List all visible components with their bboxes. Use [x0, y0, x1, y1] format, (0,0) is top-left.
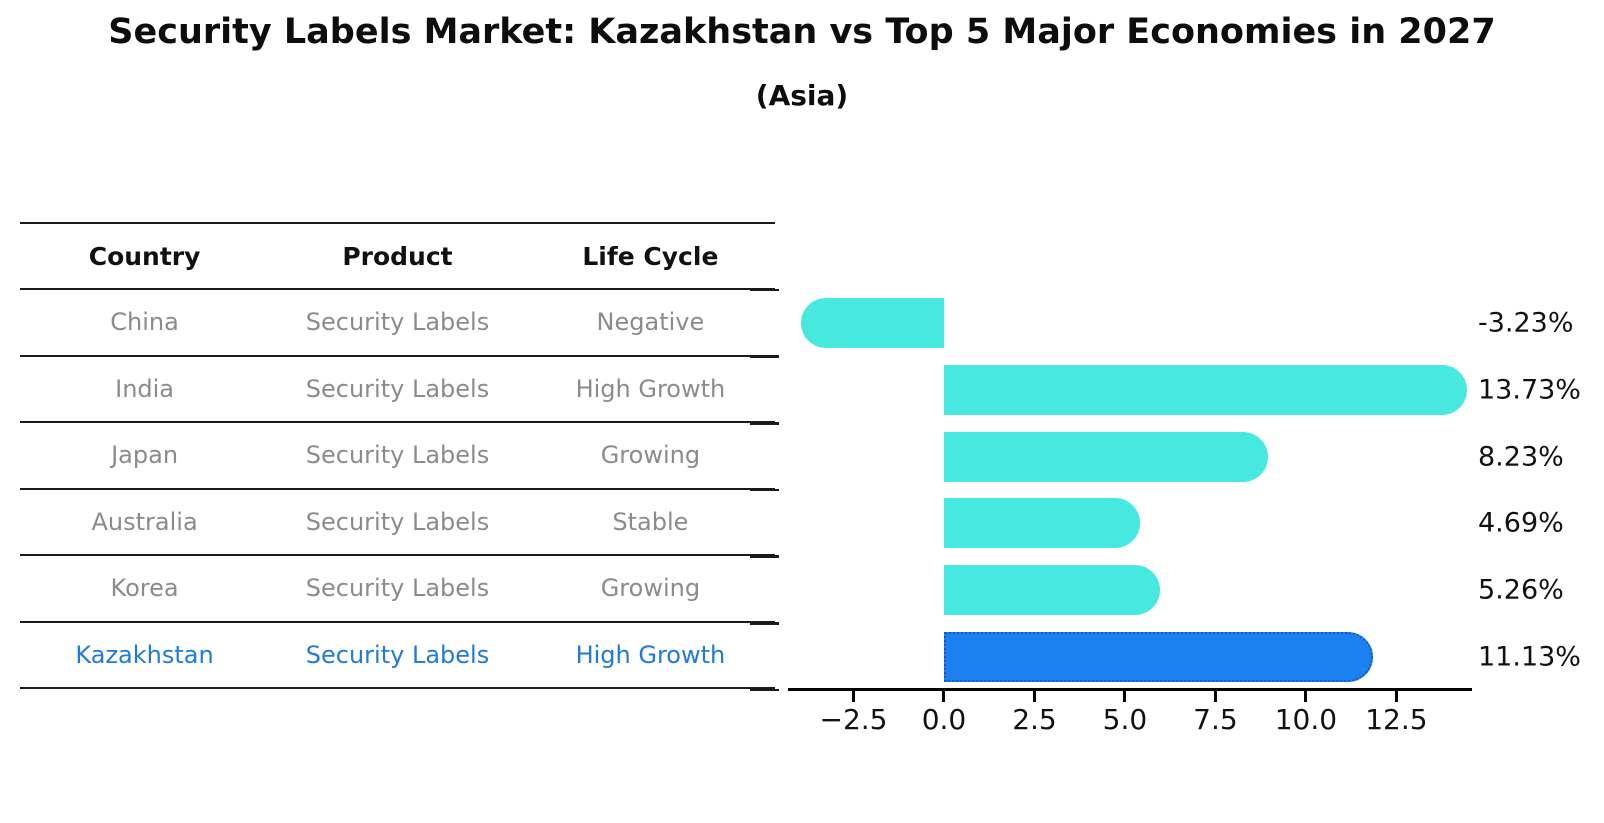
table-cell-product: Security Labels	[305, 308, 490, 337]
value-label-australia: 4.69%	[1478, 507, 1564, 539]
table-cell-life-cycle: Growing	[600, 574, 701, 603]
table-row-korea: Korea Security Labels Growing	[20, 556, 775, 623]
bar-kazakhstan	[943, 631, 1373, 682]
x-tick-mark	[1032, 691, 1036, 702]
country-table: Country Product Life Cycle China Security…	[20, 222, 775, 689]
x-axis-line	[788, 688, 1472, 691]
bar-korea	[943, 565, 1161, 615]
table-header-row: Country Product Life Cycle	[20, 224, 775, 290]
y-tick-mark	[750, 288, 779, 292]
table-body: China Security Labels Negative India Securit…	[20, 290, 775, 689]
column-header-product: Product	[342, 241, 453, 271]
y-tick-mark	[750, 422, 779, 425]
value-label-japan: 8.23%	[1478, 441, 1564, 473]
table-cell-country: Australia	[91, 507, 198, 536]
table-cell-product: Security Labels	[305, 507, 490, 536]
y-tick-mark	[750, 688, 779, 692]
table-row-india: India Security Labels High Growth	[20, 357, 775, 423]
table-cell-product: Security Labels	[305, 374, 490, 403]
table-row-japan: Japan Security Labels Growing	[20, 423, 775, 490]
x-tick-label: −2.5	[819, 703, 888, 736]
value-label-china: -3.23%	[1478, 307, 1574, 339]
value-label-kazakhstan: 11.13%	[1478, 641, 1581, 673]
page-title: Security Labels Market: Kazakhstan vs To…	[108, 12, 1496, 52]
bar-india	[943, 365, 1467, 415]
table-cell-product: Security Labels	[305, 640, 490, 669]
table-cell-country: Korea	[110, 574, 179, 603]
value-label-india: 13.73%	[1478, 374, 1581, 406]
table-cell-country: China	[110, 308, 179, 337]
table-cell-product: Security Labels	[305, 441, 490, 470]
table-cell-life-cycle: Growing	[600, 441, 701, 470]
plot-area	[788, 290, 1472, 690]
table-cell-product: Security Labels	[305, 574, 490, 603]
x-tick-mark	[1213, 691, 1217, 702]
table-cell-life-cycle: High Growth	[575, 640, 726, 669]
x-tick-mark	[942, 691, 946, 702]
x-tick-label: 7.5	[1193, 703, 1238, 736]
x-tick-label: 2.5	[1012, 703, 1057, 736]
y-tick-mark	[750, 555, 779, 558]
table-cell-country: India	[115, 374, 175, 403]
x-tick-mark	[1304, 691, 1308, 702]
y-tick-mark	[750, 355, 779, 358]
column-header-life-cycle: Life Cycle	[582, 241, 719, 271]
value-label-korea: 5.26%	[1478, 574, 1564, 606]
bar-australia	[943, 498, 1140, 549]
x-tick-mark	[852, 691, 855, 702]
x-tick-label: 10.0	[1274, 703, 1338, 736]
y-tick-mark	[750, 488, 779, 492]
table-cell-life-cycle: High Growth	[575, 374, 726, 403]
bar-japan	[943, 431, 1268, 482]
page-subtitle: (Asia)	[755, 79, 849, 112]
x-tick-label: 5.0	[1102, 703, 1148, 736]
x-tick-label: 0.0	[921, 703, 967, 736]
x-tick-mark	[1394, 691, 1398, 702]
table-cell-country: Japan	[111, 441, 179, 470]
bar-china	[801, 298, 944, 349]
x-tick-label: 12.5	[1365, 703, 1428, 736]
column-header-country: Country	[88, 241, 201, 271]
x-tick-mark	[1123, 691, 1127, 702]
table-row-australia: Australia Security Labels Stable	[20, 490, 775, 556]
table-cell-country: Kazakhstan	[75, 640, 214, 669]
table-cell-life-cycle: Stable	[612, 507, 689, 536]
table-row-china: China Security Labels Negative	[20, 290, 775, 357]
table-row-kazakhstan: Kazakhstan Security Labels High Growth	[20, 623, 775, 689]
table-cell-life-cycle: Negative	[596, 308, 705, 337]
y-tick-mark	[750, 622, 779, 625]
